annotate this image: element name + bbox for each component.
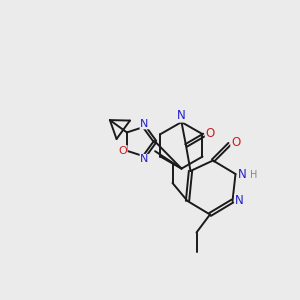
Text: N: N <box>177 109 186 122</box>
Text: O: O <box>231 136 240 149</box>
Text: N: N <box>140 154 148 164</box>
Text: N: N <box>238 167 247 181</box>
Text: N: N <box>140 119 148 129</box>
Text: O: O <box>206 127 214 140</box>
Text: O: O <box>118 146 127 156</box>
Text: H: H <box>250 170 257 181</box>
Text: N: N <box>235 194 244 208</box>
